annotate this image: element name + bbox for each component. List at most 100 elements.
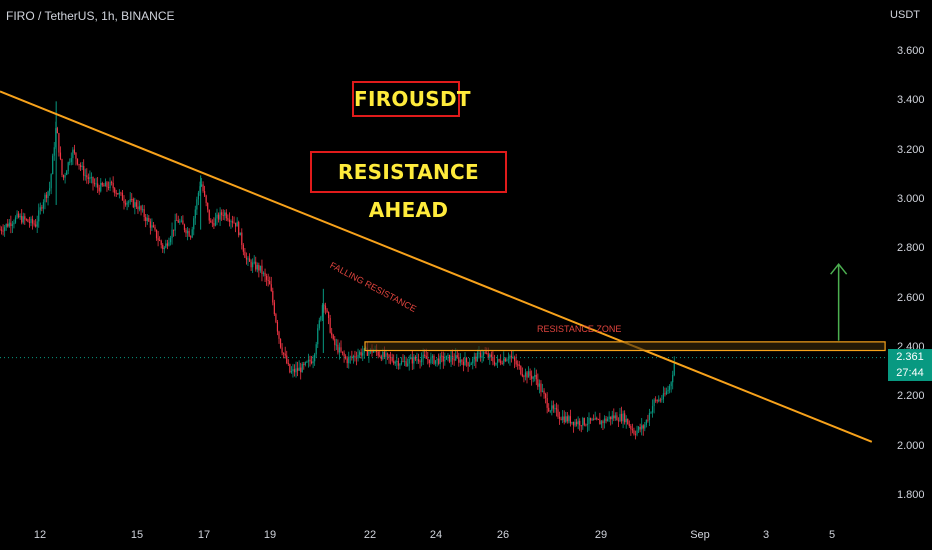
candle-body [565,416,566,422]
candle-body [418,359,419,361]
candle-body [286,356,287,364]
candle-body [46,195,47,198]
candle-body [468,362,469,366]
candle-body [65,175,66,178]
candle-body [35,225,36,227]
candle-body [233,223,234,224]
candle-body [616,415,617,420]
candle-body [266,276,267,280]
candle-body [666,391,667,394]
candle-body [282,348,283,353]
candle-body [261,266,262,274]
candle-body [311,361,312,363]
candle-body [322,305,323,317]
candle-body [415,357,416,360]
candle-body [416,359,417,360]
candle-body [432,356,433,357]
candle-body [596,418,597,419]
currency-label[interactable]: USDT [890,9,920,21]
candle-body [184,224,185,229]
candle-body [658,400,659,402]
candle-body [227,218,228,219]
candle-body [545,394,546,398]
candle-body [317,328,318,344]
candle-body [176,220,177,221]
candle-body [478,353,479,354]
candle-body [543,391,544,394]
candle-body [650,412,651,413]
candle-body [664,393,665,394]
candle-body [12,224,13,226]
time-tick-label: 24 [430,529,442,541]
candle-body [106,182,107,187]
candle-body [388,355,389,358]
candle-body [167,243,168,245]
candle-body [404,361,405,362]
candle-body [446,356,447,360]
candle-body [182,220,183,224]
candle-body [294,369,295,372]
candle-body [260,266,261,271]
candle-body [92,177,93,183]
candle-body [378,352,379,356]
candle-body [78,164,79,165]
candle-body [550,411,551,412]
candle-body [430,357,431,363]
candle-body [450,356,451,362]
candle-body [94,183,95,184]
candle-body [109,182,110,188]
symbol-info[interactable]: FIRO / TetherUS, 1h, BINANCE [6,9,175,23]
candle-body [215,218,216,225]
candle-body [605,419,606,422]
candle-body [69,162,70,163]
candle-body [509,356,510,359]
candle-body [424,355,425,356]
candle-body [88,177,89,179]
candle-body [34,223,35,224]
candle-body [419,361,420,362]
candle-body [268,280,269,281]
candle-body [44,195,45,202]
price-tick-label: 2.600 [897,292,925,304]
candle-countdown-badge: 27:44 [888,365,932,381]
candle-body [328,312,329,318]
candle-body [128,202,129,203]
candle-body [289,364,290,372]
candle-body [331,333,332,335]
candle-body [221,212,222,215]
candle-body [359,352,360,355]
candle-body [213,223,214,226]
candle-body [672,375,673,382]
candle-body [51,174,52,188]
candle-body [89,177,90,179]
resistance-zone-box[interactable] [365,342,885,351]
candle-body [626,419,627,422]
candle-body [71,158,72,162]
candle-body [224,212,225,215]
candle-body [26,219,27,220]
candle-body [108,187,109,188]
time-tick-label: 26 [497,529,509,541]
candle-body [562,416,563,419]
candle-body [202,184,203,191]
time-tick-label: 19 [264,529,276,541]
candle-body [667,390,668,392]
candle-body [486,353,487,354]
candle-body [103,185,104,186]
candle-body [526,372,527,377]
candle-body [150,221,151,227]
candle-body [30,219,31,223]
candle-body [43,202,44,208]
candle-body [523,376,524,377]
candle-body [249,258,250,261]
candle-body [582,418,583,426]
candle-body [0,230,1,231]
candle-body [601,421,602,424]
candle-body [576,422,577,424]
candle-body [140,206,141,210]
candle-body [500,361,501,364]
candle-body [469,365,470,366]
candle-body [481,356,482,358]
candle-body [505,358,506,361]
